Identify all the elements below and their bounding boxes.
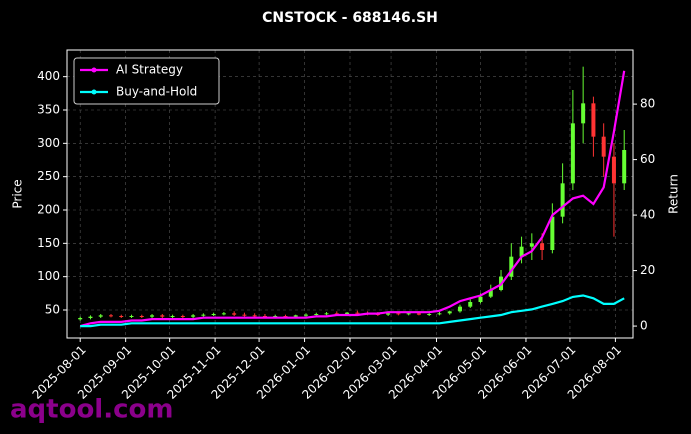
candle-body xyxy=(108,315,113,317)
candle-body xyxy=(119,316,124,317)
candle-body xyxy=(560,183,565,217)
candle-body xyxy=(139,316,144,317)
y2-tick-label: 40 xyxy=(640,208,655,222)
candle-body xyxy=(242,314,247,316)
candle-body xyxy=(416,313,421,315)
candle-body xyxy=(622,150,627,184)
candle-body xyxy=(180,316,185,317)
candle-body xyxy=(355,312,360,314)
candle-body xyxy=(550,216,555,250)
candle-body xyxy=(488,290,493,297)
y-tick-label: 150 xyxy=(37,236,60,250)
y-tick-label: 300 xyxy=(37,136,60,150)
legend-label: AI Strategy xyxy=(116,63,183,77)
y2-tick-label: 0 xyxy=(640,319,648,333)
candle-body xyxy=(591,103,596,137)
candle-body xyxy=(509,256,514,277)
candle-body xyxy=(468,302,473,307)
candle-body xyxy=(201,314,206,316)
y2-tick-label: 80 xyxy=(640,97,655,111)
candle-body xyxy=(457,306,462,312)
candle-body xyxy=(406,313,411,315)
candle-body xyxy=(283,316,288,317)
candle-body xyxy=(601,136,606,157)
candle-body xyxy=(581,103,586,124)
candle-body xyxy=(191,315,196,317)
candle-body xyxy=(519,246,524,257)
candle-body xyxy=(88,316,93,318)
candle-body xyxy=(211,314,216,315)
candle-body xyxy=(232,313,237,315)
chart-title: CNSTOCK - 688146.SH xyxy=(262,10,438,26)
candle-body xyxy=(262,316,267,317)
y2-axis-label: Return xyxy=(667,174,681,214)
y2-tick-label: 20 xyxy=(640,263,655,277)
series-line xyxy=(80,294,625,328)
y-tick-label: 350 xyxy=(37,103,60,117)
candle-body xyxy=(273,316,278,317)
legend-marker xyxy=(91,67,97,73)
legend: AI Strategy Buy-and-Hold xyxy=(73,57,220,105)
candle-body xyxy=(324,313,329,315)
y-tick-label: 400 xyxy=(37,69,60,83)
candle-body xyxy=(293,315,298,317)
series-line xyxy=(79,70,626,328)
candle-body xyxy=(611,156,616,184)
candle-body xyxy=(129,316,134,317)
candle-body xyxy=(540,243,545,250)
candle-body xyxy=(314,314,319,315)
legend-box xyxy=(73,57,220,105)
y-tick-label: 50 xyxy=(45,303,60,317)
plot-frame xyxy=(66,49,634,339)
candle-body xyxy=(334,313,339,315)
watermark: aqtool.com xyxy=(10,395,173,425)
candle-body xyxy=(345,312,350,314)
candle-body xyxy=(386,313,391,315)
candle-body xyxy=(396,313,401,315)
candle-body xyxy=(304,314,309,316)
candle-body xyxy=(170,316,175,317)
candle-body xyxy=(98,315,103,317)
y-axis-label: Price xyxy=(11,179,25,208)
candle-body xyxy=(437,313,442,315)
candle-body xyxy=(447,311,452,314)
candle-body xyxy=(570,123,575,184)
candle-body xyxy=(427,314,432,315)
y-tick-label: 250 xyxy=(37,169,60,183)
candle-body xyxy=(160,315,165,317)
y2-tick-label: 60 xyxy=(640,152,655,166)
legend-marker xyxy=(91,89,97,95)
candle-body xyxy=(252,315,257,317)
candle-body xyxy=(529,243,534,247)
candle-body xyxy=(150,315,155,317)
candle-body xyxy=(78,318,83,320)
candle-body xyxy=(221,313,226,315)
candle-body xyxy=(478,296,483,302)
legend-label: Buy-and-Hold xyxy=(116,85,197,99)
y-tick-label: 200 xyxy=(37,203,60,217)
y-tick-label: 100 xyxy=(37,269,60,283)
